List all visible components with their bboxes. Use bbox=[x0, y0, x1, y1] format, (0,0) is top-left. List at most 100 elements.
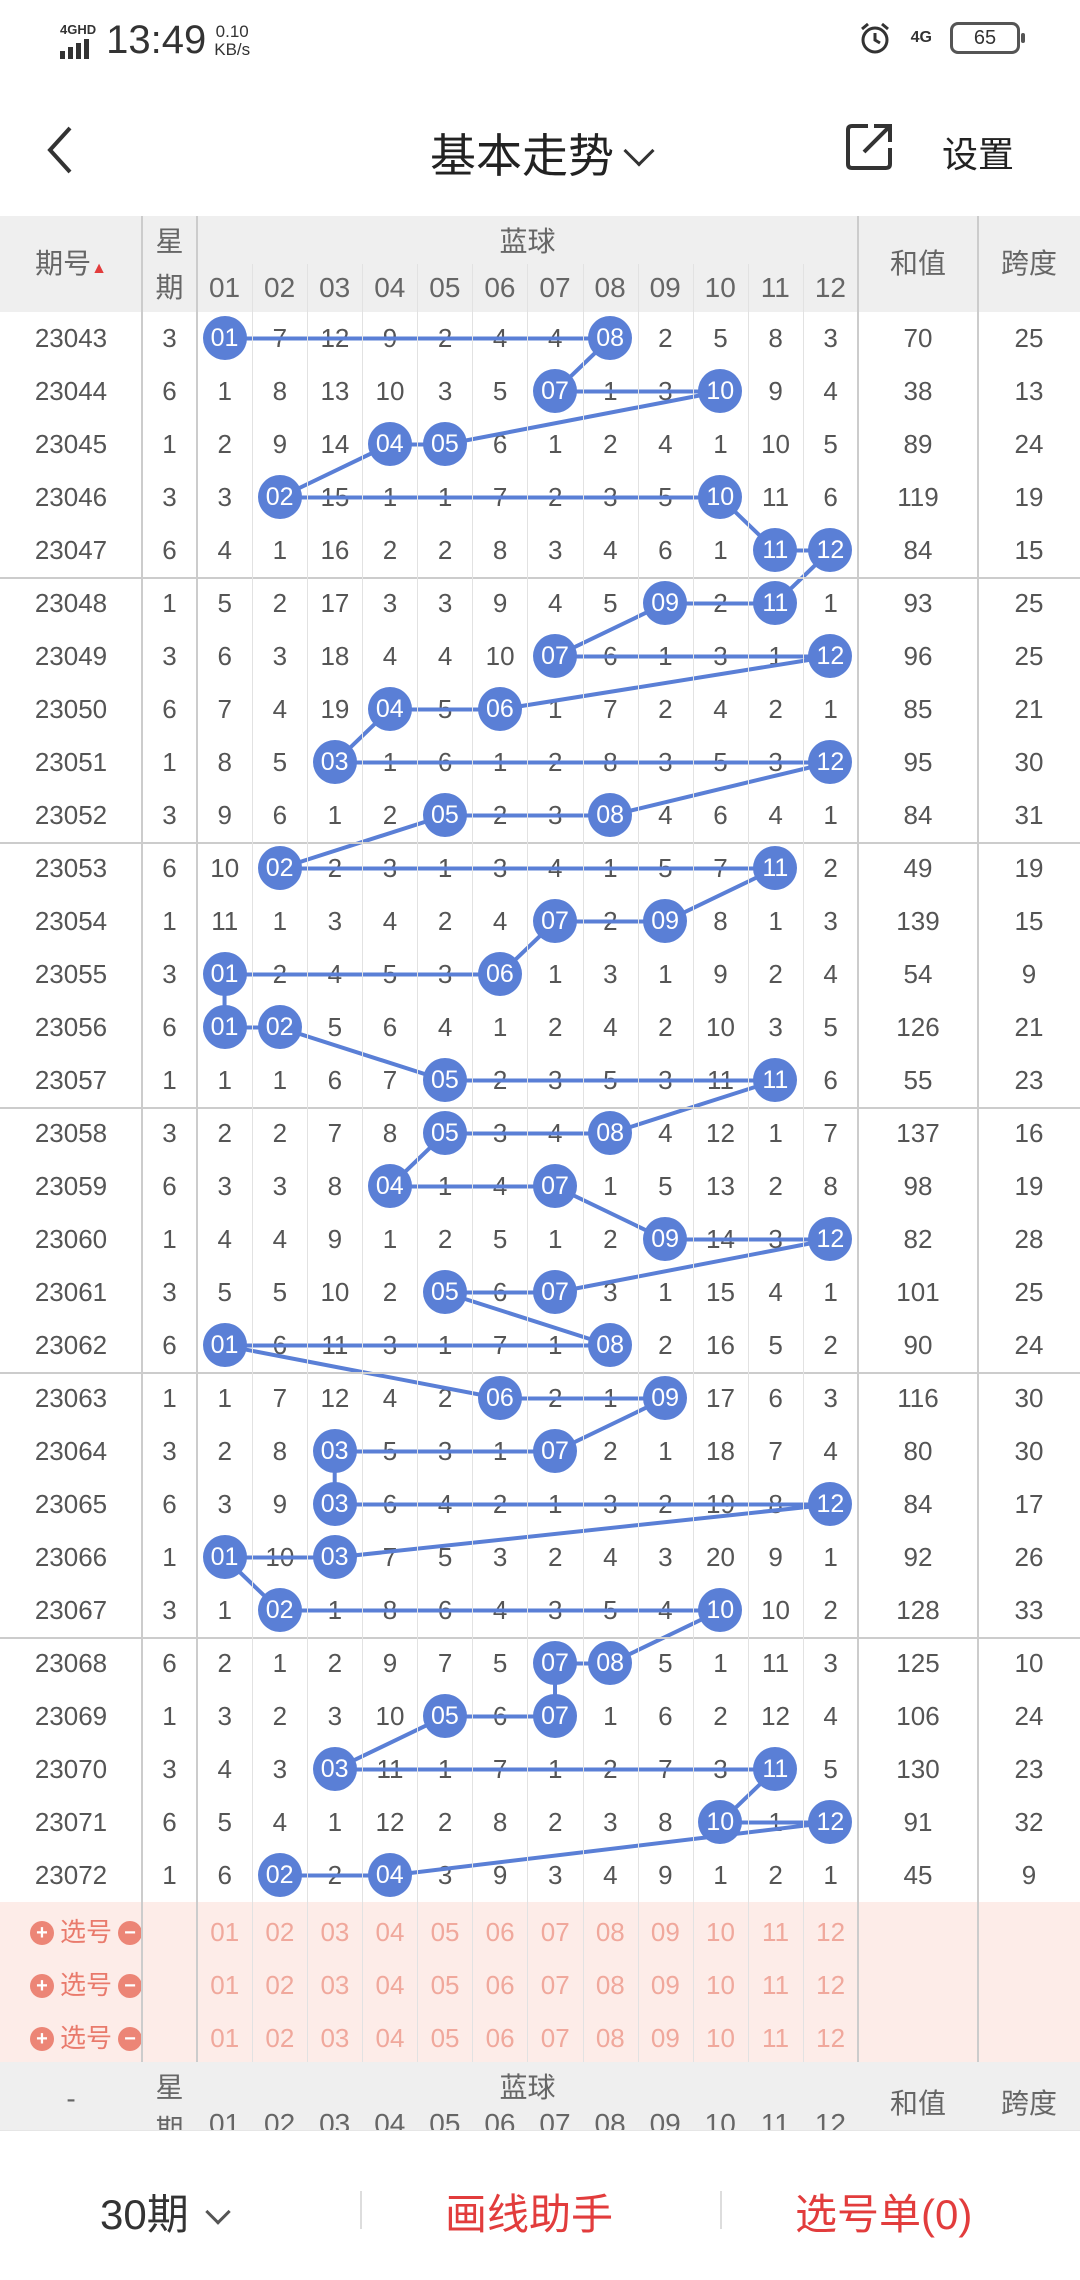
winning-ball: 03 bbox=[312, 740, 357, 784]
select-number[interactable]: 06 bbox=[485, 2023, 515, 2053]
column-divider bbox=[252, 264, 254, 2062]
select-number[interactable]: 10 bbox=[706, 1917, 735, 1947]
number-cell: 2 bbox=[217, 1648, 232, 1678]
winning-ball: 06 bbox=[477, 687, 522, 731]
number-cell: 2 bbox=[217, 1118, 232, 1148]
draw-helper-button[interactable]: 画线助手 bbox=[445, 2191, 614, 2238]
issue-cell: 23050 bbox=[34, 694, 108, 724]
table-header: 期号▲ 星 期 蓝球 01 02 03 04 05 06 07 08 09 10 11 12 和值 跨… bbox=[0, 216, 1080, 312]
select-number[interactable]: 12 bbox=[816, 1917, 846, 1947]
select-number[interactable]: 05 bbox=[430, 1917, 460, 1947]
number-cell: 5 bbox=[603, 1595, 618, 1625]
share-button[interactable] bbox=[842, 118, 898, 174]
number-cell: 7 bbox=[492, 482, 508, 512]
select-number[interactable]: 06 bbox=[485, 1970, 515, 2000]
select-number[interactable]: 11 bbox=[762, 1917, 790, 1947]
number-cell: 5 bbox=[823, 1012, 838, 1042]
select-number[interactable]: 06 bbox=[485, 1917, 515, 1947]
sum-cell: 128 bbox=[896, 1595, 940, 1625]
select-number[interactable]: 10 bbox=[706, 1970, 735, 2000]
span-cell: 19 bbox=[1014, 482, 1044, 512]
number-cell: 18 bbox=[320, 641, 350, 671]
minus-icon[interactable]: − bbox=[118, 1920, 143, 1945]
select-number[interactable]: 11 bbox=[762, 1970, 790, 2000]
back-button[interactable] bbox=[40, 120, 90, 180]
number-cell: 3 bbox=[768, 1012, 783, 1042]
select-number[interactable]: 01 bbox=[210, 2023, 240, 2053]
number-cell: 3 bbox=[823, 906, 838, 936]
select-number[interactable]: 09 bbox=[650, 1970, 680, 2000]
select-number[interactable]: 12 bbox=[816, 1970, 846, 2000]
winning-ball: 11 bbox=[753, 528, 798, 572]
selection-list-button[interactable]: 选号单(0) bbox=[795, 2191, 973, 2238]
settings-button[interactable]: 设置 bbox=[942, 134, 1015, 175]
plus-icon[interactable]: + bbox=[30, 2026, 54, 2051]
number-cell: 1 bbox=[217, 1595, 232, 1625]
select-number[interactable]: 04 bbox=[375, 1970, 405, 2000]
select-number[interactable]: 05 bbox=[430, 2023, 460, 2053]
select-number[interactable]: 03 bbox=[320, 1917, 350, 1947]
number-cell: 9 bbox=[492, 1860, 508, 1890]
select-number[interactable]: 03 bbox=[320, 2023, 350, 2053]
select-number[interactable]: 02 bbox=[265, 1917, 295, 1947]
plus-icon[interactable]: + bbox=[30, 1973, 54, 1998]
number-cell: 5 bbox=[437, 694, 453, 724]
select-number[interactable]: 01 bbox=[210, 1970, 240, 2000]
number-cell: 3 bbox=[217, 1701, 232, 1731]
plus-icon[interactable]: + bbox=[30, 1920, 54, 1945]
period-selector[interactable]: 30期 bbox=[100, 2181, 231, 2242]
issue-header[interactable]: 期号▲ bbox=[35, 248, 107, 279]
select-number[interactable]: 07 bbox=[540, 1970, 570, 2000]
select-number[interactable]: 08 bbox=[595, 1917, 625, 1947]
number-cell: 4 bbox=[603, 1012, 618, 1042]
week-header-top: 星 bbox=[155, 226, 184, 257]
select-number[interactable]: 04 bbox=[375, 1917, 405, 1947]
winning-ball: 02 bbox=[257, 1005, 302, 1049]
issue-cell: 23063 bbox=[34, 1383, 108, 1413]
select-number[interactable]: 08 bbox=[595, 1970, 625, 2000]
minus-icon[interactable]: − bbox=[118, 2026, 143, 2051]
select-number[interactable]: 01 bbox=[210, 1917, 240, 1947]
number-cell: 11 bbox=[762, 1648, 790, 1678]
select-number[interactable]: 11 bbox=[762, 2023, 790, 2053]
number-cell: 3 bbox=[658, 1065, 673, 1095]
number-cell: 20 bbox=[706, 1542, 735, 1572]
select-number[interactable]: 02 bbox=[265, 2023, 295, 2053]
sum-cell: 49 bbox=[903, 853, 933, 883]
span-cell: 15 bbox=[1014, 535, 1044, 565]
number-cell: 1 bbox=[658, 959, 673, 989]
select-number[interactable]: 07 bbox=[540, 2023, 570, 2053]
number-cell: 4 bbox=[492, 323, 508, 353]
page-title[interactable]: 基本走势 bbox=[0, 120, 1080, 186]
minus-icon[interactable]: − bbox=[118, 1973, 143, 1998]
select-number[interactable]: 02 bbox=[265, 1970, 295, 2000]
select-number[interactable]: 07 bbox=[540, 1917, 570, 1947]
select-number[interactable]: 12 bbox=[816, 2023, 846, 2053]
span-cell: 10 bbox=[1014, 1648, 1044, 1678]
group-divider bbox=[0, 1372, 1080, 1374]
number-cell: 4 bbox=[382, 906, 398, 936]
number-cell: 10 bbox=[265, 1542, 295, 1572]
sum-cell: 80 bbox=[903, 1436, 933, 1466]
select-number[interactable]: 09 bbox=[650, 2023, 680, 2053]
number-cell: 4 bbox=[382, 1383, 398, 1413]
span-cell: 17 bbox=[1014, 1489, 1044, 1519]
number-cell: 1 bbox=[217, 1383, 232, 1413]
select-number[interactable]: 05 bbox=[430, 1970, 460, 2000]
issue-cell: 23069 bbox=[34, 1701, 108, 1731]
select-number[interactable]: 08 bbox=[595, 2023, 625, 2053]
select-area: + 选号 −01 02 03 04 05 06 07 08 09 10 11 12 + 选号 −01 02 03 04… bbox=[0, 1902, 1080, 2062]
select-number[interactable]: 04 bbox=[375, 2023, 405, 2053]
number-cell: 4 bbox=[217, 535, 232, 565]
select-number[interactable]: 03 bbox=[320, 1970, 350, 2000]
number-cell: 5 bbox=[492, 1224, 508, 1254]
column-header: 07 bbox=[539, 272, 571, 303]
select-number[interactable]: 09 bbox=[650, 1917, 680, 1947]
number-cell: 15 bbox=[706, 1277, 735, 1307]
select-number[interactable]: 10 bbox=[706, 2023, 735, 2053]
sum-cell: 119 bbox=[897, 482, 939, 512]
number-cell: 7 bbox=[217, 694, 232, 724]
week-cell: 3 bbox=[162, 1436, 177, 1466]
winning-ball: 12 bbox=[808, 1482, 853, 1526]
number-cell: 4 bbox=[823, 1701, 838, 1731]
